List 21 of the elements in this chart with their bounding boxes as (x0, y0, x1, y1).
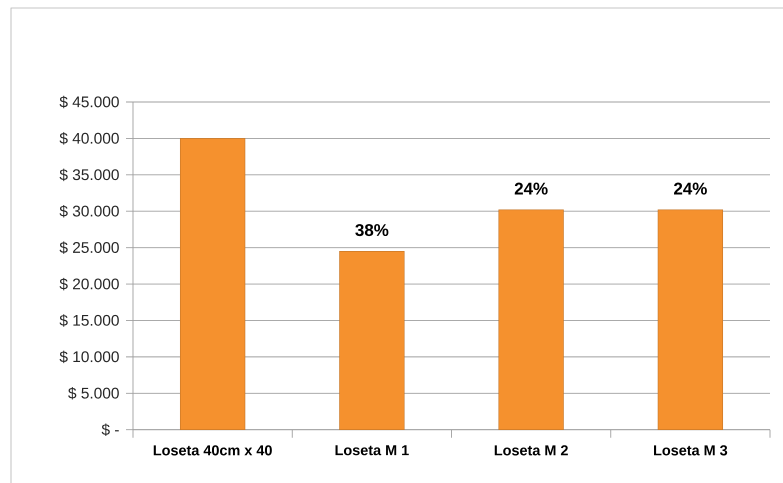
bar (180, 138, 246, 430)
annotation: 38% (355, 224, 388, 236)
y-tick-label: $ 15.000 (60, 314, 119, 327)
annotation: 24% (674, 182, 707, 195)
annotation: 24% (514, 182, 548, 195)
y-tick-label: $ 30.000 (60, 204, 119, 218)
x-tick-label: Loseta 40cm x 40 (154, 445, 272, 456)
y-tick-label: $ 5.000 (68, 387, 119, 400)
x-tick-label: Loseta M 1 (336, 445, 409, 456)
y-tick-label: $ 45.000 (60, 96, 119, 108)
x-tick-label: Loseta M 3 (654, 445, 728, 456)
bar (339, 250, 405, 430)
bar (658, 209, 724, 430)
y-tick-label: $ - (102, 423, 119, 436)
y-tick-label: $ 40.000 (60, 132, 119, 145)
y-tick-label: $ 10.000 (60, 350, 119, 364)
y-tick-label: $ 25.000 (60, 241, 119, 254)
y-tick-label: $ 35.000 (60, 168, 119, 182)
bar (498, 209, 564, 430)
y-tick-label: $ 20.000 (60, 278, 119, 290)
x-tick-label: Loseta M 2 (494, 445, 568, 456)
